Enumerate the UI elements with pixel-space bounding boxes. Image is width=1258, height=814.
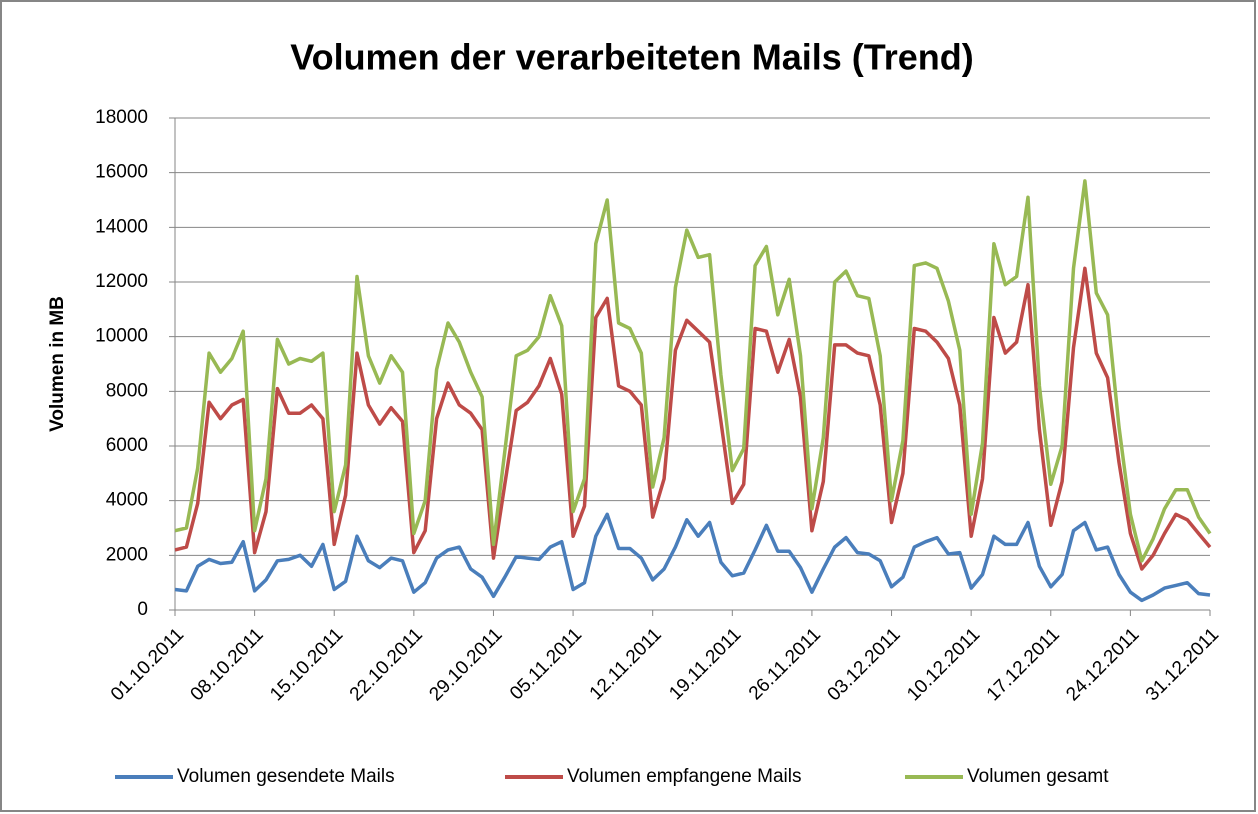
series-line	[174, 266, 1212, 571]
y-tick-label: 8000	[106, 380, 148, 401]
y-axis-label: Volumen in MB	[47, 296, 68, 432]
y-tick-label: 4000	[106, 490, 148, 511]
y-tick-label: 6000	[106, 435, 148, 456]
legend-label: Volumen empfangene Mails	[567, 766, 801, 787]
legend-label: Volumen gesendete Mails	[177, 766, 395, 787]
series-line	[174, 512, 1211, 603]
y-tick-label: 2000	[106, 544, 148, 565]
y-tick-label: 0	[137, 599, 148, 620]
series-line	[174, 179, 1212, 563]
y-tick-label: 16000	[95, 162, 148, 183]
legend-label: Volumen gesamt	[967, 766, 1109, 787]
y-tick-label: 10000	[95, 326, 148, 347]
y-tick-label: 12000	[95, 271, 148, 292]
y-tick-label: 18000	[95, 107, 148, 128]
y-tick-label: 14000	[95, 216, 148, 237]
chart-title: Volumen der verarbeiteten Mails (Trend)	[290, 37, 974, 78]
